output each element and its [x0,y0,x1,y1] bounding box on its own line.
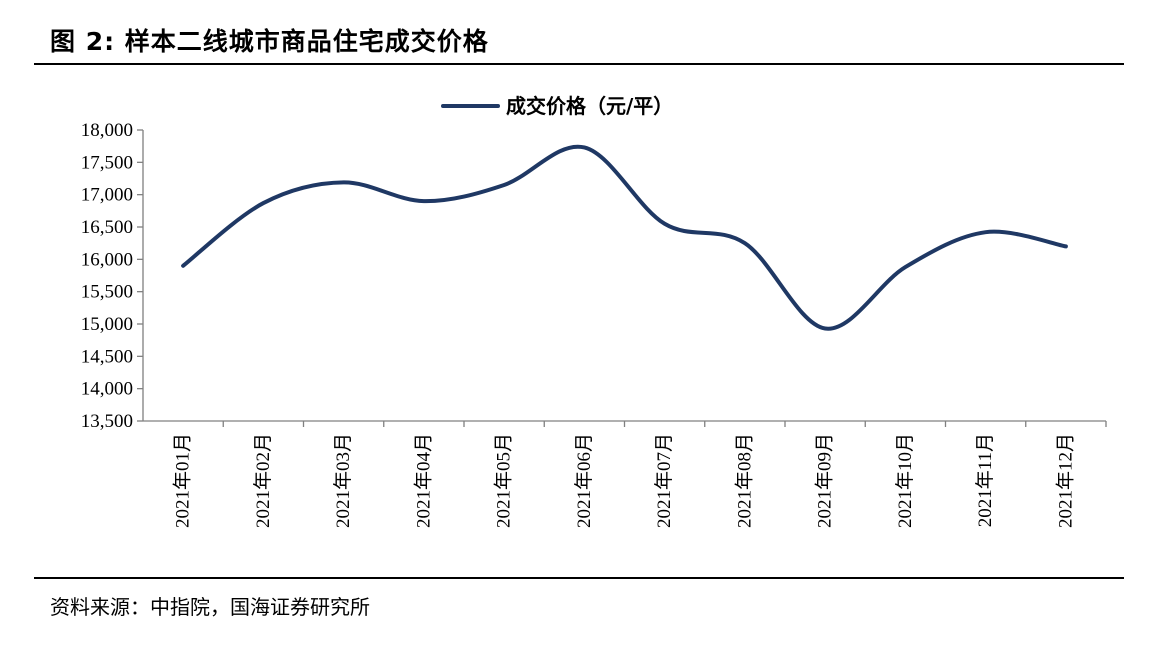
x-tick-label: 2021年03月 [332,433,354,528]
x-tick-label: 2021年05月 [493,433,515,528]
x-tick-label: 2021年09月 [814,433,836,528]
source-divider [34,577,1124,579]
figure-title: 图 2: 样本二线城市商品住宅成交价格 [50,27,489,56]
x-tick-label: 2021年07月 [653,433,675,528]
x-tick-label: 2021年06月 [573,433,595,528]
legend: 成交价格（元/平） [441,94,673,118]
y-tick-label: 14,500 [81,346,133,367]
x-tick-label: 2021年12月 [1054,433,1076,528]
y-tick-label: 14,000 [81,379,133,400]
y-tick-label: 15,000 [81,314,133,335]
x-tick-label: 2021年08月 [733,433,755,528]
series-line [181,144,1068,331]
y-tick-label: 17,000 [81,185,133,206]
y-tick-label: 17,500 [81,152,133,173]
y-axis-ticks: 13,500 14,000 14,500 15,000 15,500 16,000 16,5… [81,120,143,432]
title-divider [34,63,1124,65]
y-tick-label: 15,500 [81,282,133,303]
y-tick-label: 16,000 [81,249,133,270]
x-tick-label: 2021年01月 [172,433,194,528]
x-axis-ticks: 2021年01月 2021年02月 2021年03月 2021年04月 2021年05月… [172,421,1107,528]
legend-label: 成交价格（元/平） [506,94,673,118]
x-tick-label: 2021年10月 [894,433,916,528]
x-tick-label: 2021年04月 [412,433,434,528]
y-tick-label: 16,500 [81,217,133,238]
y-tick-label: 13,500 [81,411,133,432]
x-tick-label: 2021年11月 [974,433,996,527]
y-tick-label: 18,000 [81,120,133,141]
series-group [181,144,1068,331]
x-tick-label: 2021年02月 [252,433,274,528]
source-note: 资料来源：中指院，国海证券研究所 [50,595,370,619]
